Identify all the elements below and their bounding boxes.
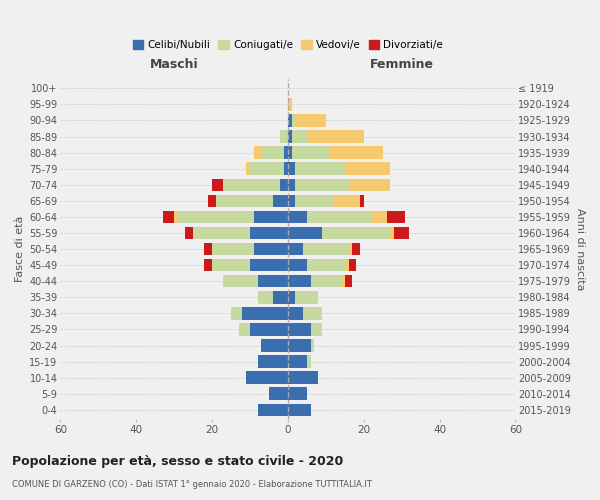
Bar [250, 259, 288, 272]
Bar [311, 339, 314, 352]
Bar [288, 194, 295, 207]
Bar [269, 388, 288, 400]
Bar [288, 291, 295, 304]
Bar [371, 210, 386, 223]
Y-axis label: Fasce di età: Fasce di età [15, 216, 25, 282]
Bar [295, 162, 345, 175]
Bar [242, 307, 288, 320]
Bar [205, 243, 212, 256]
Bar [216, 194, 273, 207]
Bar [185, 226, 193, 239]
Bar [208, 194, 216, 207]
Bar [334, 194, 360, 207]
Bar [231, 307, 242, 320]
Bar [239, 323, 250, 336]
Bar [329, 146, 383, 159]
Bar [394, 226, 409, 239]
Bar [288, 130, 292, 143]
Bar [307, 210, 371, 223]
Bar [262, 146, 284, 159]
Bar [288, 275, 311, 287]
Bar [280, 178, 288, 191]
Bar [288, 243, 303, 256]
Text: Femmine: Femmine [370, 58, 434, 70]
Bar [288, 114, 292, 127]
Text: Maschi: Maschi [150, 58, 199, 70]
Bar [311, 323, 322, 336]
Bar [193, 226, 250, 239]
Bar [307, 259, 345, 272]
Bar [386, 210, 406, 223]
Bar [212, 178, 223, 191]
Bar [345, 259, 349, 272]
Bar [295, 178, 349, 191]
Bar [288, 98, 292, 110]
Bar [280, 130, 288, 143]
Bar [295, 291, 318, 304]
Bar [250, 162, 284, 175]
Bar [257, 291, 273, 304]
Bar [352, 243, 360, 256]
Bar [288, 226, 322, 239]
Bar [303, 307, 322, 320]
Bar [257, 356, 288, 368]
Bar [254, 243, 288, 256]
Bar [295, 194, 334, 207]
Bar [311, 275, 341, 287]
Bar [288, 339, 311, 352]
Bar [288, 259, 307, 272]
Bar [205, 259, 212, 272]
Bar [341, 275, 345, 287]
Bar [292, 130, 307, 143]
Bar [273, 194, 288, 207]
Bar [349, 178, 390, 191]
Text: COMUNE DI GARZENO (CO) - Dati ISTAT 1° gennaio 2020 - Elaborazione TUTTITALIA.IT: COMUNE DI GARZENO (CO) - Dati ISTAT 1° g… [12, 480, 372, 489]
Bar [288, 307, 303, 320]
Bar [349, 259, 356, 272]
Bar [212, 259, 250, 272]
Bar [254, 146, 262, 159]
Bar [288, 388, 307, 400]
Bar [257, 275, 288, 287]
Bar [212, 243, 254, 256]
Bar [288, 356, 307, 368]
Bar [246, 162, 250, 175]
Bar [246, 372, 288, 384]
Bar [390, 226, 394, 239]
Bar [349, 243, 352, 256]
Bar [307, 130, 364, 143]
Bar [254, 210, 288, 223]
Bar [322, 226, 390, 239]
Bar [288, 323, 311, 336]
Bar [288, 178, 295, 191]
Text: Popolazione per età, sesso e stato civile - 2020: Popolazione per età, sesso e stato civil… [12, 454, 343, 468]
Bar [223, 275, 257, 287]
Y-axis label: Anni di nascita: Anni di nascita [575, 208, 585, 290]
Bar [360, 194, 364, 207]
Bar [262, 339, 288, 352]
Bar [250, 323, 288, 336]
Bar [250, 226, 288, 239]
Bar [273, 291, 288, 304]
Bar [292, 114, 295, 127]
Bar [307, 356, 311, 368]
Bar [257, 404, 288, 416]
Bar [284, 146, 288, 159]
Bar [223, 178, 280, 191]
Bar [284, 162, 288, 175]
Bar [163, 210, 174, 223]
Bar [288, 372, 318, 384]
Bar [345, 162, 390, 175]
Bar [178, 210, 254, 223]
Bar [295, 114, 326, 127]
Bar [303, 243, 349, 256]
Bar [288, 404, 311, 416]
Bar [345, 275, 352, 287]
Bar [288, 162, 295, 175]
Bar [292, 146, 329, 159]
Bar [288, 146, 292, 159]
Bar [174, 210, 178, 223]
Bar [288, 210, 307, 223]
Legend: Celibi/Nubili, Coniugati/e, Vedovi/e, Divorziati/e: Celibi/Nubili, Coniugati/e, Vedovi/e, Di… [128, 36, 448, 54]
